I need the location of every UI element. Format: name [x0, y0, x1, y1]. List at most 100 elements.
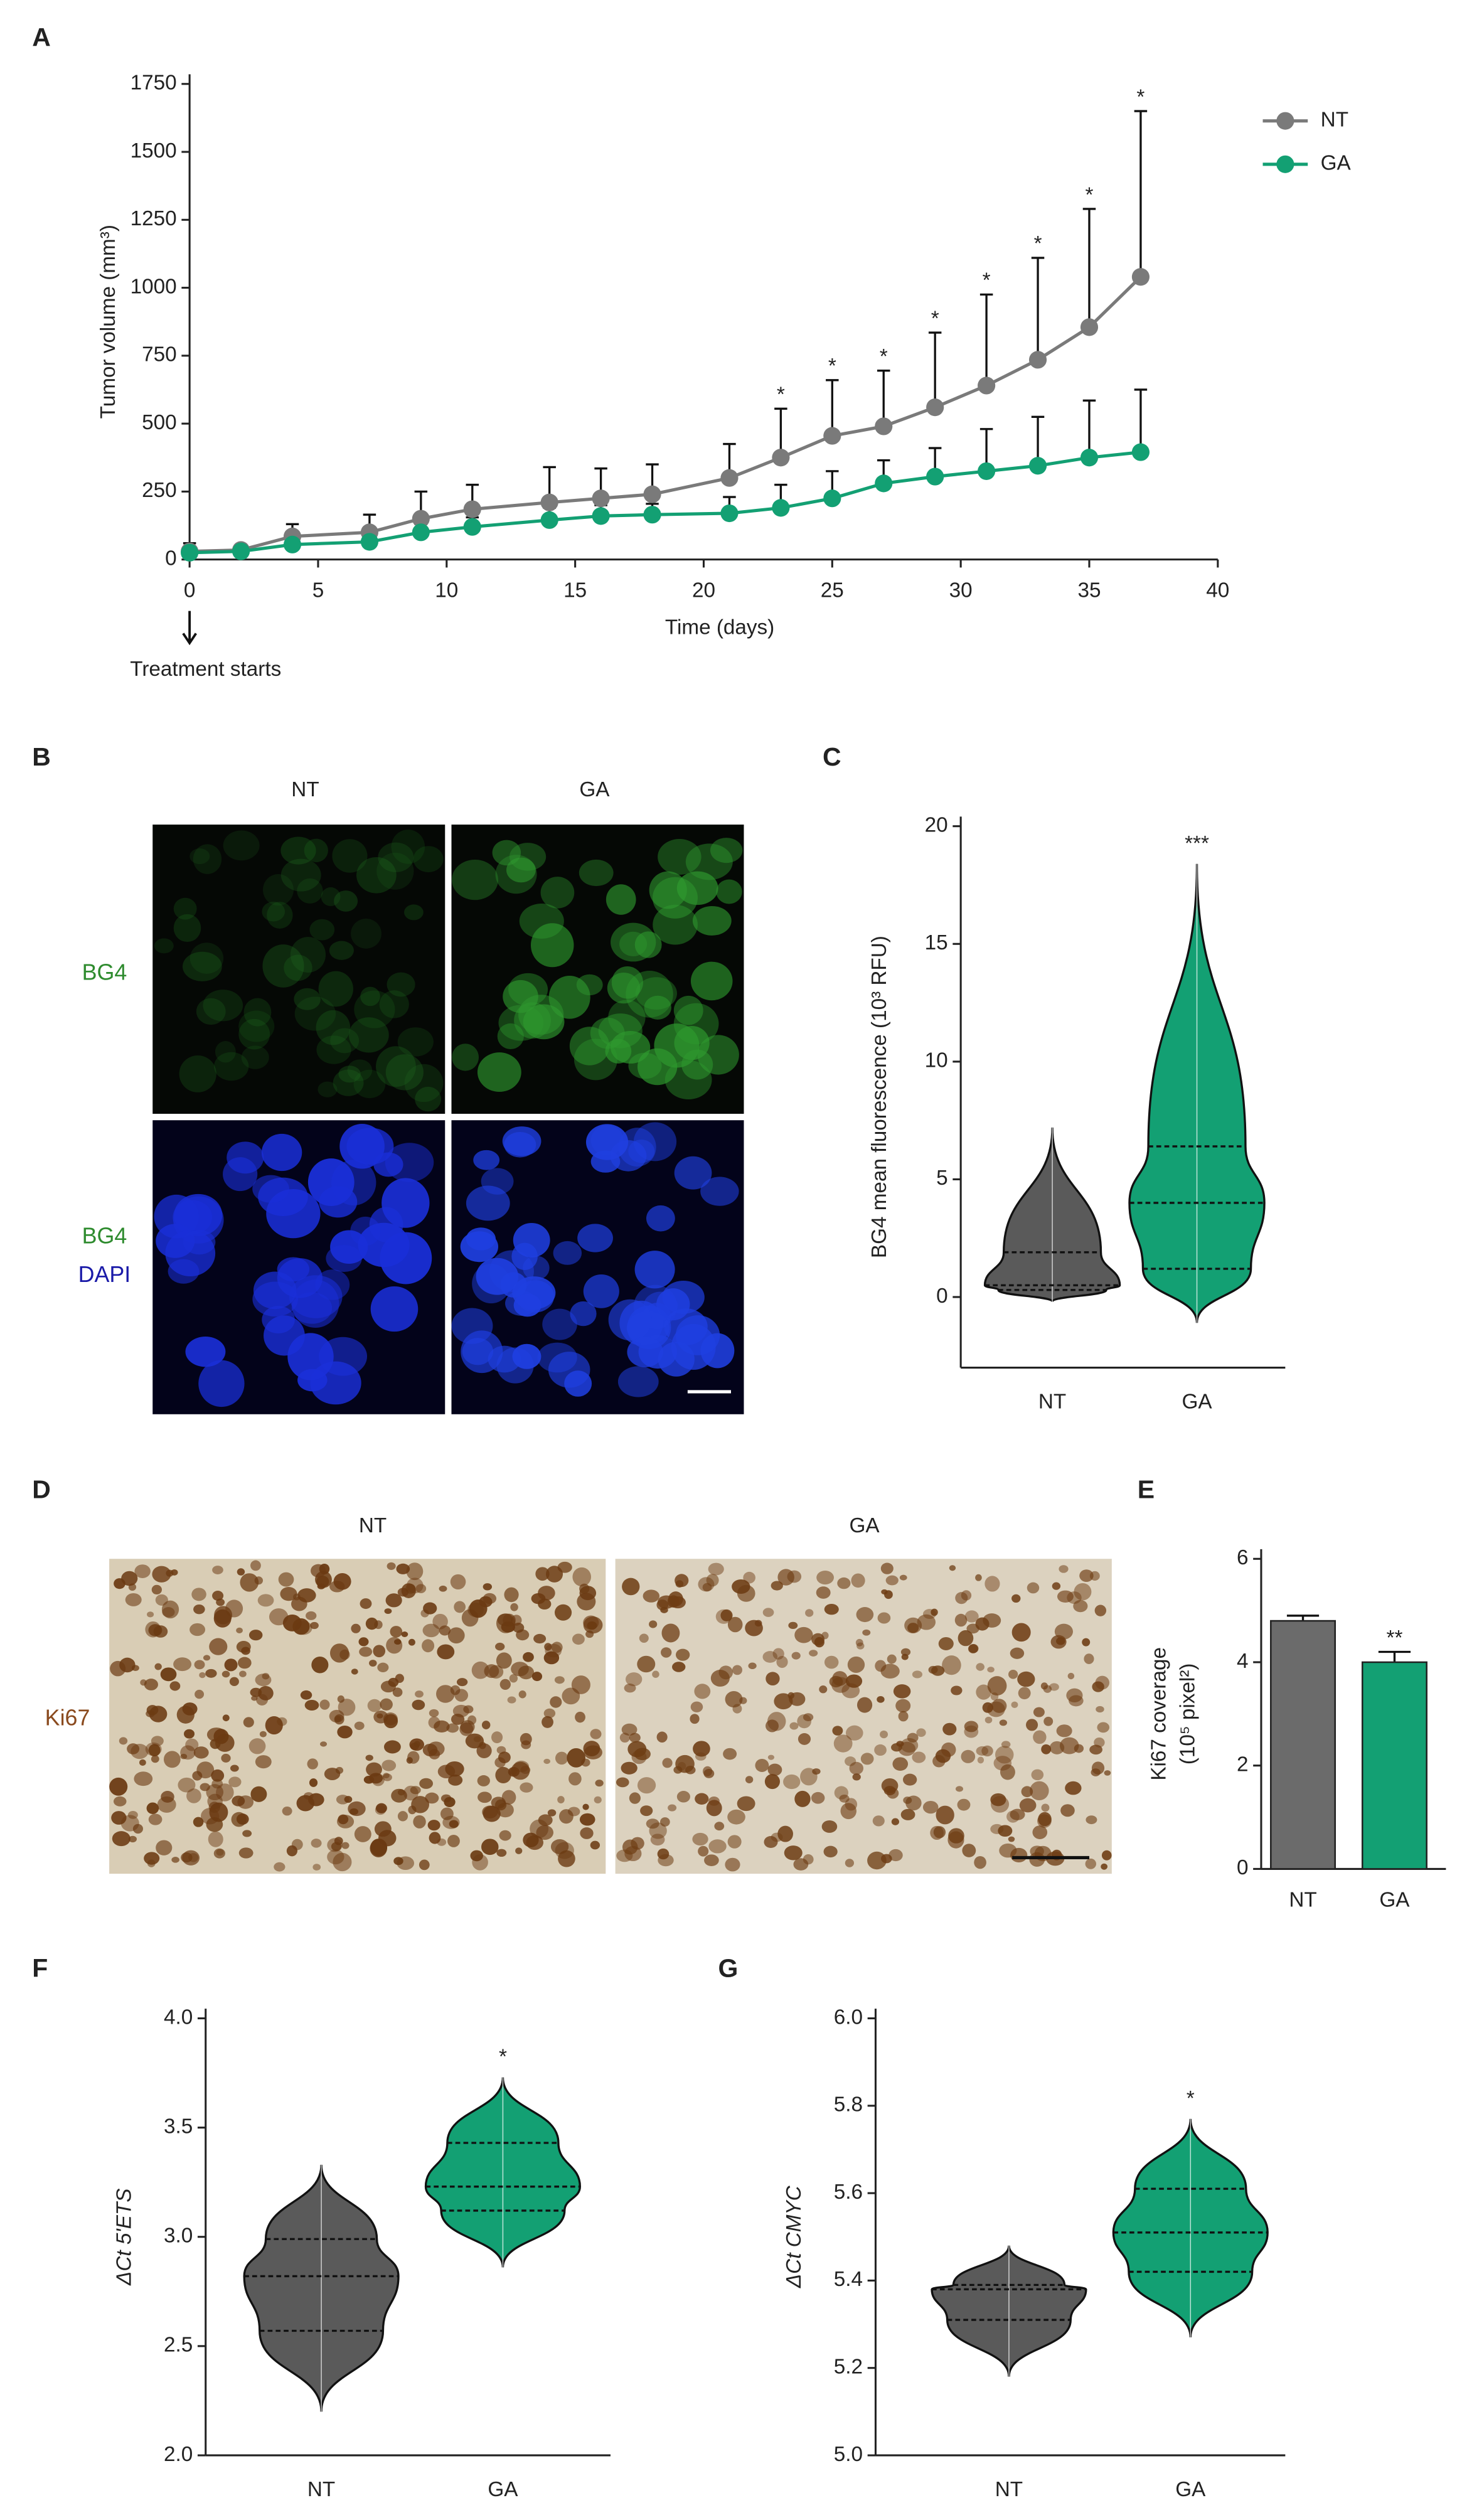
- cell: [634, 931, 662, 958]
- cell: [384, 1608, 392, 1614]
- cell: [265, 1716, 283, 1735]
- legend-marker: [1276, 155, 1294, 173]
- cell: [530, 923, 574, 968]
- cell: [488, 1345, 521, 1373]
- cell: [569, 1027, 610, 1065]
- micrograph: [152, 825, 446, 1114]
- point: [592, 507, 610, 525]
- cell: [646, 1818, 659, 1829]
- cell: [499, 1830, 511, 1841]
- point: [875, 417, 893, 435]
- cell: [481, 1721, 491, 1729]
- cell: [373, 1645, 386, 1658]
- cell: [189, 942, 224, 974]
- cell: [248, 1738, 266, 1754]
- cell: [221, 1753, 231, 1763]
- cell: [774, 1693, 793, 1710]
- cell: [823, 1845, 838, 1858]
- cell: [720, 1609, 733, 1621]
- y-tick-label: 0: [1237, 1856, 1249, 1879]
- cell: [378, 842, 414, 872]
- cell: [616, 1777, 629, 1788]
- cell: [310, 1621, 319, 1630]
- cell: [754, 1620, 762, 1627]
- cell: [542, 1308, 577, 1340]
- cell: [183, 1229, 216, 1255]
- cell: [708, 1797, 720, 1806]
- cell: [316, 1010, 351, 1045]
- cell: [829, 1675, 843, 1688]
- cell: [581, 1758, 590, 1767]
- cell: [371, 1773, 385, 1786]
- cell: [397, 1027, 434, 1057]
- point: [232, 542, 250, 560]
- cell: [643, 1589, 660, 1603]
- cell: [261, 1133, 302, 1172]
- cell: [171, 1569, 178, 1576]
- cell: [331, 1842, 342, 1851]
- cell: [874, 1744, 887, 1756]
- cell: [360, 1598, 372, 1610]
- cell: [333, 1069, 364, 1096]
- cell: [510, 1603, 518, 1611]
- cell: [287, 1333, 334, 1380]
- cell: [463, 1705, 474, 1714]
- cell: [554, 1676, 565, 1684]
- cell: [408, 1638, 415, 1646]
- cell: [511, 1662, 529, 1677]
- cell: [243, 1717, 254, 1727]
- cell: [258, 1685, 274, 1700]
- cell: [582, 1803, 589, 1810]
- cell: [533, 1633, 547, 1644]
- cell: [290, 937, 326, 973]
- cell: [809, 1650, 818, 1657]
- significance: *: [1034, 232, 1042, 255]
- significance: *: [828, 355, 836, 378]
- cell: [999, 1843, 1017, 1858]
- cell: [885, 1575, 899, 1586]
- cell: [695, 1752, 707, 1761]
- cell: [382, 1178, 430, 1228]
- cell: [1029, 1852, 1045, 1867]
- cell: [567, 1807, 580, 1817]
- x-tick-label: NT: [1038, 1391, 1066, 1414]
- cell: [637, 1655, 656, 1673]
- cell: [1008, 1670, 1018, 1679]
- cell: [606, 884, 636, 915]
- cell: [203, 1655, 211, 1661]
- cell: [805, 1609, 814, 1617]
- point: [463, 500, 481, 518]
- cell: [1010, 1808, 1025, 1820]
- cell: [577, 1224, 613, 1252]
- y-tick-label: 1000: [131, 275, 177, 298]
- x-tick-label: NT: [995, 2478, 1023, 2501]
- cell: [440, 1807, 454, 1820]
- cell: [284, 954, 312, 981]
- cell: [422, 1639, 435, 1653]
- cell: [242, 1830, 252, 1837]
- cell: [1031, 1769, 1044, 1781]
- cell: [1082, 1638, 1091, 1647]
- cell: [515, 1847, 523, 1854]
- cell: [429, 1709, 439, 1717]
- cell: [704, 1854, 719, 1866]
- cell: [359, 1647, 373, 1657]
- cell: [675, 1754, 695, 1773]
- cell: [404, 904, 424, 921]
- cell: [695, 1793, 709, 1805]
- cell: [583, 1274, 619, 1308]
- cell: [406, 1578, 424, 1594]
- cell: [169, 1681, 181, 1691]
- cell: [891, 1818, 900, 1825]
- cell: [902, 1773, 917, 1786]
- cell: [698, 1845, 709, 1857]
- cell: [938, 1637, 954, 1650]
- cell: [206, 1817, 223, 1832]
- cell: [590, 1729, 602, 1739]
- cell: [427, 1820, 440, 1831]
- cell: [471, 1661, 489, 1679]
- y-tick-label: 0: [936, 1284, 948, 1308]
- cell: [999, 1719, 1008, 1726]
- y-tick-label: 250: [142, 479, 177, 502]
- column-label: NT: [359, 1514, 387, 1537]
